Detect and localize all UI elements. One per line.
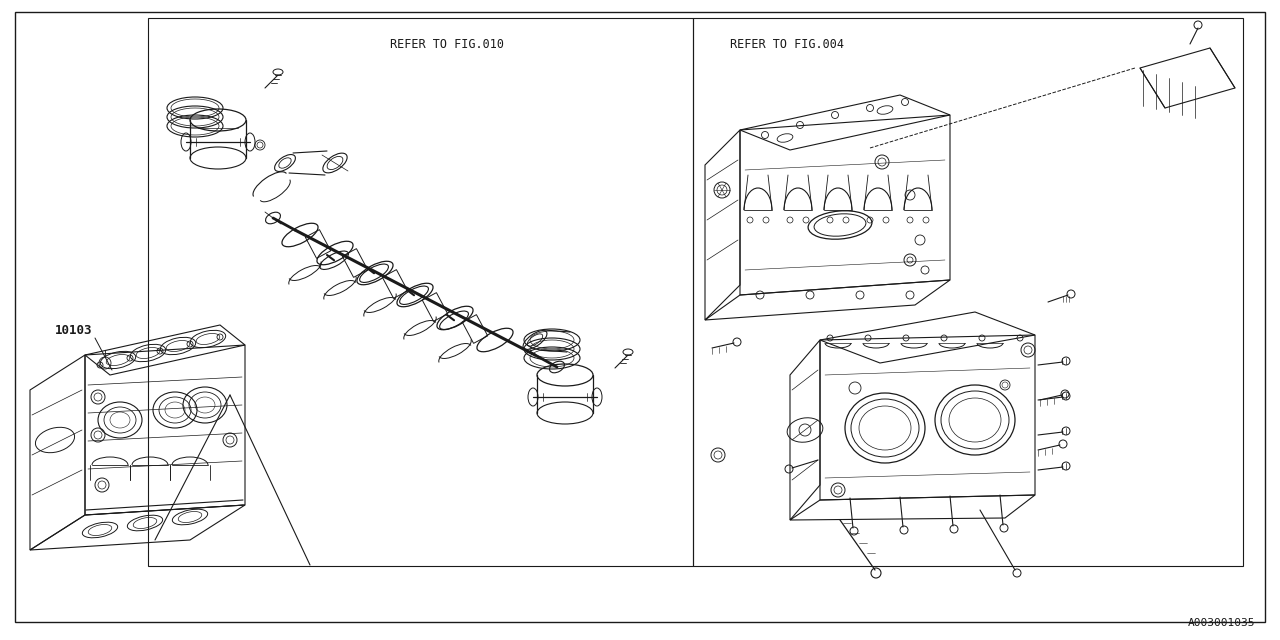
Text: REFER TO FIG.004: REFER TO FIG.004 [730, 38, 844, 51]
Text: A003001035: A003001035 [1188, 618, 1254, 628]
Text: 10103: 10103 [55, 323, 92, 337]
Text: REFER TO FIG.010: REFER TO FIG.010 [390, 38, 504, 51]
Bar [692, 18, 1243, 566]
Bar [148, 18, 692, 566]
